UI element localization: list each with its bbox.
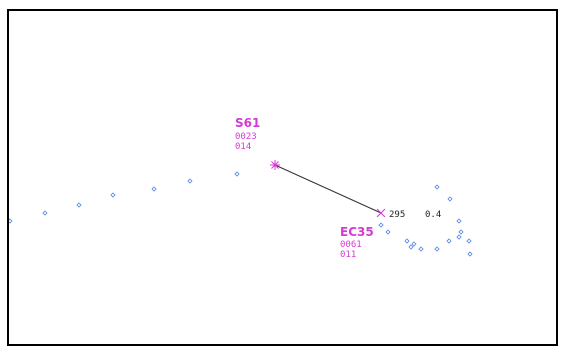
bearing-readout: 295 <box>389 210 405 220</box>
radar-scope-display[interactable]: S61 0023 014 EC35 0061 011 295 0.4 <box>7 9 558 346</box>
history-dot <box>151 186 157 192</box>
history-dot <box>467 251 473 257</box>
cross-icon[interactable] <box>376 208 386 218</box>
history-dot <box>456 234 462 240</box>
history-dot <box>434 246 440 252</box>
history-dot <box>434 184 440 190</box>
asterisk-icon[interactable] <box>270 160 280 170</box>
history-dot <box>76 202 82 208</box>
history-dot <box>378 222 384 228</box>
range-bearing-readout: 295 0.4 <box>389 210 441 220</box>
history-dot <box>404 238 410 244</box>
datablock-line2-s61: 014 <box>235 142 251 152</box>
history-dot <box>411 241 417 247</box>
history-dot <box>110 192 116 198</box>
history-dot <box>456 218 462 224</box>
datablock-line2-ec35: 011 <box>340 250 356 260</box>
radar-scope-canvas[interactable]: S61 0023 014 EC35 0061 011 295 0.4 <box>9 11 558 346</box>
callsign-ec35[interactable]: EC35 <box>340 225 374 239</box>
history-dot <box>234 171 240 177</box>
history-trail-ec35 <box>378 184 473 257</box>
history-trail-s61 <box>9 171 240 224</box>
range-readout: 0.4 <box>425 210 441 220</box>
history-dot <box>9 218 13 224</box>
history-dot <box>458 229 464 235</box>
history-dot <box>446 238 452 244</box>
history-dot <box>418 246 424 252</box>
datablock-line1-ec35: 0061 <box>340 240 362 250</box>
history-dot <box>466 238 472 244</box>
data-block-s61[interactable]: S61 0023 014 <box>235 116 260 152</box>
callsign-s61[interactable]: S61 <box>235 116 260 130</box>
datablock-line1-s61: 0023 <box>235 132 257 142</box>
range-bearing-line <box>274 164 382 214</box>
history-dot <box>447 196 453 202</box>
history-dot <box>42 210 48 216</box>
history-dot <box>187 178 193 184</box>
history-dot <box>408 244 414 250</box>
history-dot <box>385 229 391 235</box>
data-block-ec35[interactable]: EC35 0061 011 <box>340 225 374 260</box>
